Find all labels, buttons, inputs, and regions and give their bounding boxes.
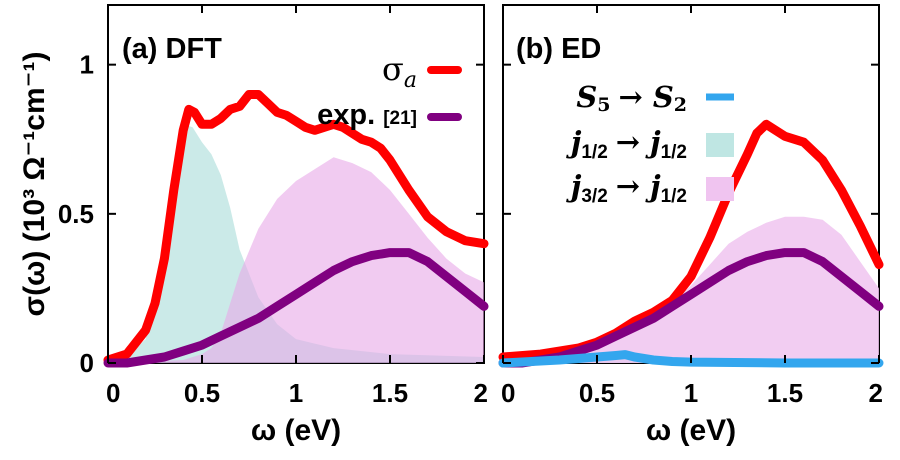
legend-b2-main2: j	[645, 125, 661, 159]
panel-a-area-1	[108, 124, 484, 363]
panel-a-ytick-label: 0.5	[58, 199, 94, 229]
legend-b-swatch-2	[706, 133, 734, 157]
legend-b-swatch-3	[706, 177, 734, 201]
panel-a-xtick-label: 1	[289, 378, 303, 408]
legend-b2-sub: 1/2	[581, 142, 607, 163]
legend-b2-sub2: 1/2	[661, 142, 687, 163]
panel-b-xlabel: ω (eV)	[646, 414, 736, 447]
legend-b1-main2: S	[653, 80, 674, 114]
panel-b-line-2	[498, 248, 884, 368]
legend-b3-main2: j	[645, 169, 661, 203]
legend-b3-arrow: →	[616, 169, 640, 203]
legend-b2-arrow: →	[616, 125, 640, 159]
panel-b-label: (b) ED	[516, 33, 601, 65]
panel-a-line-1	[103, 90, 489, 365]
panel-a-line-2	[103, 248, 489, 368]
legend-b1-sub: 5	[597, 94, 610, 116]
legend-a1-sub: a	[404, 68, 417, 93]
panel-b-xtick-label: 2	[869, 378, 883, 408]
panel-a-plot	[103, 90, 489, 368]
panel-b-plot	[498, 119, 884, 368]
panel-b-xtick-label: 0.5	[579, 378, 615, 408]
panel-a-xlabel: ω (eV)	[251, 414, 341, 447]
panel-a-xtick-label: 1.5	[372, 378, 408, 408]
legend-b-entry-1: S5 → S2	[576, 80, 687, 116]
legend-b2-main: j	[566, 125, 582, 159]
axis-ticks: 0 0.5 1 1.5 200.510 0.5 1 1.5 2	[58, 5, 883, 408]
panel-b-xtick-label: 0	[501, 378, 515, 408]
legend-b-entry-2: j1/2 → j1/2	[566, 125, 687, 163]
legend-b1-arrow: →	[619, 80, 643, 114]
panel-a-legend: σa exp. [21]	[317, 50, 462, 131]
panel-a-ytick-label: 0	[80, 348, 94, 378]
panel-b-xtick-label: 1.5	[767, 378, 803, 408]
panel-b-legend: S5 → S2 j1/2 → j1/2 j3/2 → j1/2	[566, 80, 734, 207]
legend-b1-sub2: 2	[674, 94, 687, 116]
legend-b-entry-3: j3/2 → j1/2	[566, 169, 687, 207]
panel-a-xtick-label: 0.5	[184, 378, 220, 408]
panel-a-ylabel: σ(ω) (10³ Ω⁻¹cm⁻¹)	[18, 52, 51, 317]
panel-b-line-3	[498, 350, 884, 368]
panel-a-label: (a) DFT	[122, 33, 222, 65]
legend-b3-sub2: 1/2	[661, 186, 687, 207]
panel-a-xtick-label: 0	[106, 378, 120, 408]
legend-a-entry-1: σa	[382, 50, 417, 93]
legend-a2-main: exp.	[317, 99, 375, 131]
legend-a2-sub: [21]	[383, 108, 417, 129]
legend-a-entry-2: exp. [21]	[317, 99, 417, 131]
legend-b3-main: j	[566, 169, 582, 203]
legend-b3-sub: 3/2	[581, 186, 607, 207]
panel-a-ytick-label: 1	[80, 50, 94, 80]
panel-b-xtick-label: 1	[684, 378, 698, 408]
legend-a1-main: σ	[382, 50, 404, 88]
panel-a-xtick-label: 2	[474, 378, 488, 408]
legend-b1-main: S	[576, 80, 597, 114]
panel-a-area-2	[108, 157, 484, 363]
